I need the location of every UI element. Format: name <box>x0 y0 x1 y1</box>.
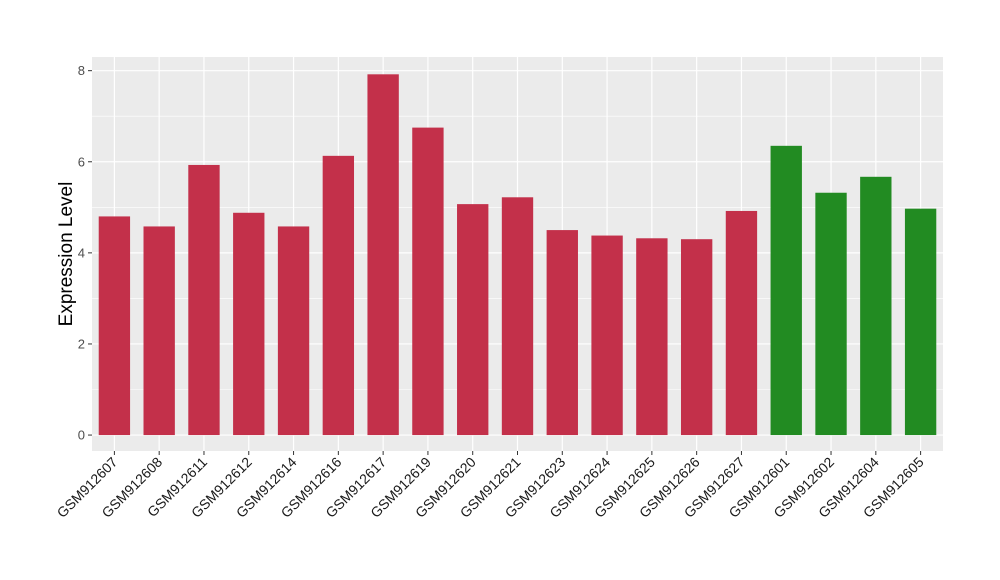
bar-GSM912623 <box>546 230 578 436</box>
bar-GSM912621 <box>501 197 534 436</box>
bar-GSM912607 <box>98 216 131 436</box>
bar-GSM912608 <box>143 226 175 436</box>
y-axis-title: Expression Level <box>56 182 77 327</box>
bars <box>98 74 937 436</box>
y-axis: 0 2 4 6 8 <box>78 63 92 443</box>
bar-GSM912605 <box>904 208 937 436</box>
y-tick-label: 8 <box>78 63 85 78</box>
bar-GSM912626 <box>680 239 713 436</box>
bar-GSM912619 <box>412 127 444 436</box>
y-tick-label: 6 <box>78 154 85 169</box>
bar-GSM912604 <box>860 176 892 436</box>
y-tick-label: 4 <box>78 245 85 260</box>
bar-GSM912602 <box>815 192 847 436</box>
y-tick-label: 0 <box>78 428 85 443</box>
y-tick-label: 2 <box>78 336 85 351</box>
bar-GSM912620 <box>457 204 489 436</box>
bar-GSM912614 <box>277 226 310 436</box>
bar-GSM912625 <box>636 238 668 436</box>
bar-GSM912611 <box>188 164 220 436</box>
bar-GSM912624 <box>591 235 623 436</box>
bar-GSM912617 <box>367 74 399 436</box>
bar-GSM912616 <box>322 155 355 436</box>
bar-GSM912601 <box>770 145 802 436</box>
bar-GSM912612 <box>233 212 265 436</box>
bar-GSM912627 <box>725 210 758 436</box>
x-axis: GSM912607GSM912608GSM912611GSM912612GSM9… <box>54 451 927 521</box>
